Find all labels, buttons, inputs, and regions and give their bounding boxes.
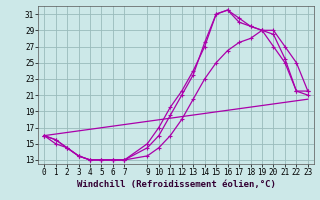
X-axis label: Windchill (Refroidissement éolien,°C): Windchill (Refroidissement éolien,°C) <box>76 180 276 189</box>
